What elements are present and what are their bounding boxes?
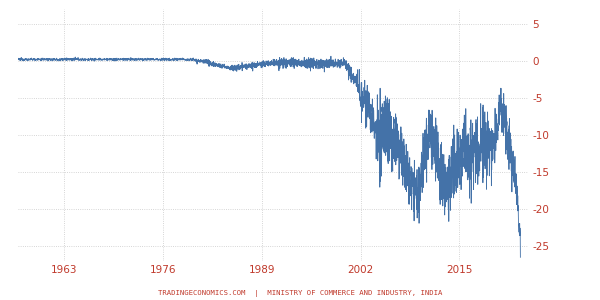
Text: TRADINGECONOMICS.COM  |  MINISTRY OF COMMERCE AND INDUSTRY, INDIA: TRADINGECONOMICS.COM | MINISTRY OF COMME… xyxy=(158,290,442,297)
